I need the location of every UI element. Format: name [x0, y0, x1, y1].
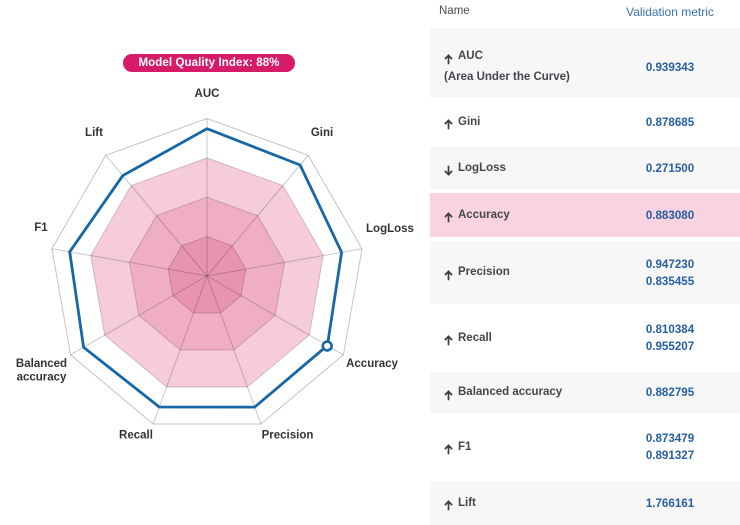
- svg-text:Lift: Lift: [85, 127, 103, 139]
- svg-text:F1: F1: [34, 222, 48, 234]
- svg-text:LogLoss: LogLoss: [366, 223, 414, 235]
- svg-text:Precision: Precision: [262, 430, 314, 442]
- svg-text:Recall: Recall: [119, 430, 153, 442]
- svg-text:Accuracy: Accuracy: [346, 358, 398, 370]
- svg-text:Balanced: Balanced: [16, 358, 67, 370]
- svg-text:AUC: AUC: [195, 88, 220, 100]
- svg-text:accuracy: accuracy: [17, 372, 67, 384]
- svg-text:Gini: Gini: [311, 127, 333, 139]
